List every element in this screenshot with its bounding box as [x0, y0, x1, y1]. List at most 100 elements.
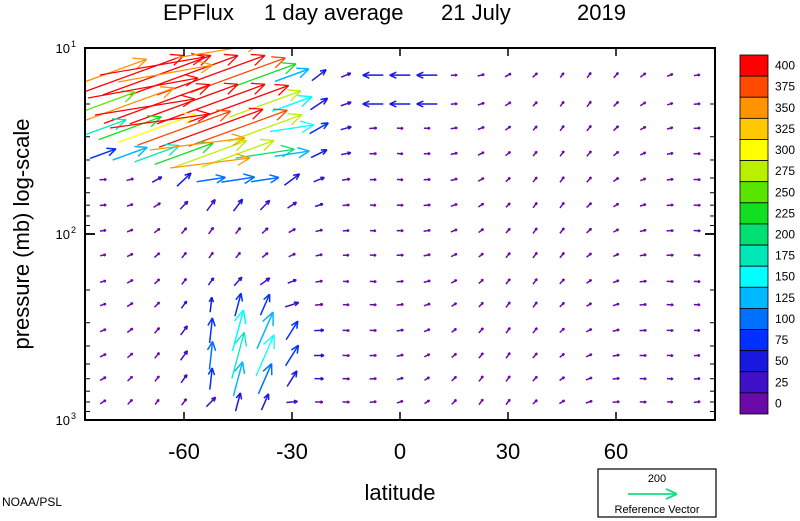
flux-vector — [181, 251, 187, 259]
flux-vector — [180, 325, 189, 336]
flux-vector — [639, 400, 647, 404]
flux-vector — [176, 172, 192, 187]
colorbar-swatch — [739, 117, 769, 140]
flux-vector — [693, 400, 701, 404]
flux-vector — [666, 377, 674, 381]
flux-vector — [89, 147, 117, 160]
title-part-2: 1 day average — [264, 0, 403, 25]
flux-vector — [369, 229, 377, 233]
flux-vector — [99, 399, 107, 405]
flux-vector — [450, 73, 458, 77]
flux-vector — [612, 328, 620, 332]
colorbar-swatch — [739, 75, 769, 98]
flux-vector — [174, 48, 256, 59]
flux-vector — [158, 107, 264, 148]
flux-vector — [232, 361, 246, 396]
flux-vector — [586, 227, 593, 234]
colorbar-label: 325 — [775, 122, 795, 136]
flux-vector — [85, 53, 185, 93]
flux-vector — [315, 253, 323, 257]
flux-vector — [117, 60, 214, 83]
flux-vector — [586, 252, 593, 258]
flux-vector — [396, 229, 404, 233]
flux-vector — [180, 227, 188, 235]
flux-vector — [505, 227, 511, 234]
flux-vector — [99, 253, 107, 257]
flux-vector — [255, 334, 275, 377]
flux-vector — [342, 377, 350, 381]
flux-vector — [559, 278, 565, 285]
flux-vector — [451, 398, 457, 405]
flux-vector — [288, 252, 296, 258]
flux-vector — [423, 228, 431, 233]
x-axis: -60 -30 0 30 60 — [168, 48, 628, 464]
flux-vector — [99, 203, 107, 207]
flux-vector — [396, 203, 404, 207]
flux-vector — [208, 251, 214, 259]
flux-vector — [156, 82, 266, 125]
flux-vector — [423, 126, 431, 130]
flux-vector — [666, 328, 674, 333]
flux-vector — [666, 353, 674, 358]
flux-vector — [286, 399, 298, 405]
flux-vector — [504, 125, 512, 131]
flux-vector — [369, 328, 377, 333]
chart-title: EPFlux 1 day average 21 July 2019 — [163, 0, 626, 25]
flux-vector — [613, 228, 620, 233]
flux-vector — [586, 202, 593, 209]
flux-vector — [274, 147, 310, 159]
flux-vector — [235, 226, 242, 235]
flux-vector — [396, 253, 404, 257]
flux-vector — [612, 150, 620, 157]
colorbar-label: 25 — [775, 375, 789, 389]
flux-vector — [559, 100, 565, 107]
flux-vector — [666, 151, 674, 156]
y-tick-exponent: 1 — [71, 39, 76, 49]
flux-vector — [260, 393, 270, 411]
flux-vector — [532, 176, 538, 183]
colorbar-label: 175 — [775, 249, 795, 263]
flux-vector — [559, 72, 565, 78]
flux-vector — [196, 173, 226, 184]
flux-vector — [694, 353, 701, 358]
credit-label: NOAA/PSL — [2, 495, 62, 509]
flux-vector — [666, 253, 674, 257]
flux-vector — [103, 82, 211, 124]
flux-vector — [639, 279, 647, 283]
flux-vector — [315, 228, 323, 233]
flux-vector — [206, 341, 217, 370]
flux-vector — [477, 151, 485, 156]
vector-field — [85, 48, 701, 412]
flux-vector — [666, 303, 674, 307]
flux-vector — [369, 151, 377, 156]
flux-vector — [109, 109, 211, 129]
flux-vector — [666, 203, 674, 207]
flux-vector — [639, 228, 647, 233]
flux-vector — [558, 399, 566, 405]
flux-vector — [369, 126, 378, 130]
flux-vector — [504, 72, 512, 78]
flux-vector — [389, 100, 411, 108]
flux-vector — [613, 71, 619, 79]
flux-vector — [286, 370, 298, 387]
flux-vector — [313, 176, 325, 183]
flux-vector — [639, 101, 647, 107]
colorbar-label: 100 — [775, 312, 795, 326]
colorbar-label: 125 — [775, 291, 795, 305]
flux-vector — [310, 149, 328, 159]
colorbar-swatch — [739, 223, 769, 246]
flux-vector — [639, 203, 647, 207]
x-tick-label: -30 — [276, 439, 308, 464]
flux-vector — [369, 353, 377, 358]
flux-vector — [396, 328, 404, 332]
flux-vector — [613, 202, 620, 208]
flux-vector — [129, 53, 239, 96]
flux-vector — [389, 71, 411, 79]
flux-vector — [450, 126, 458, 130]
flux-vector — [423, 279, 431, 284]
flux-vector — [423, 177, 431, 182]
flux-vector — [585, 328, 593, 333]
flux-vector — [639, 302, 647, 307]
flux-vector — [87, 73, 199, 99]
flux-vector — [693, 151, 701, 156]
